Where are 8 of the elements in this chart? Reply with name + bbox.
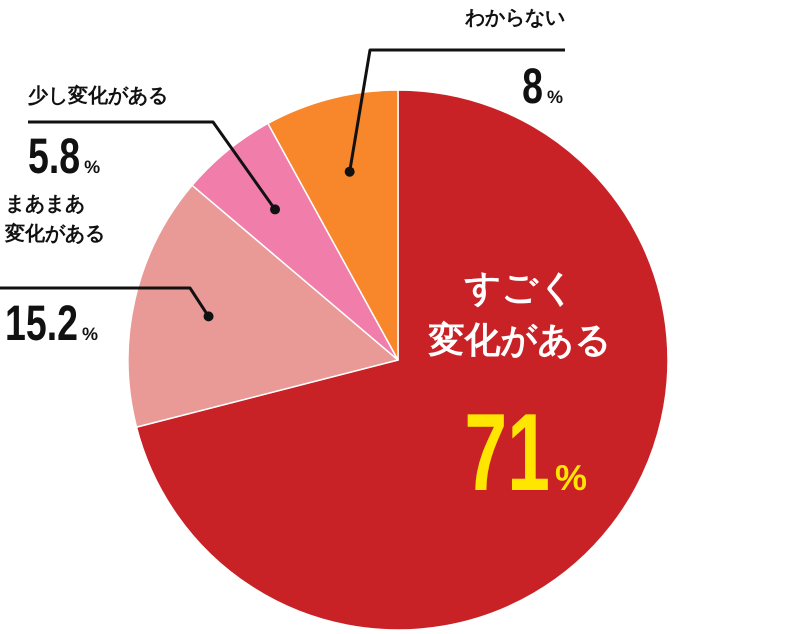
- data-label: 8%: [522, 58, 564, 114]
- slice-label: すごく変化がある: [428, 268, 612, 361]
- slice-label: まあまあ変化がある: [4, 191, 105, 245]
- data-label: 15.2%: [5, 296, 98, 352]
- slice-label: わからない: [464, 5, 565, 29]
- data-label: 5.8%: [28, 128, 100, 184]
- data-label: 71%: [464, 392, 588, 514]
- slice-label: 少し変化がある: [28, 83, 168, 107]
